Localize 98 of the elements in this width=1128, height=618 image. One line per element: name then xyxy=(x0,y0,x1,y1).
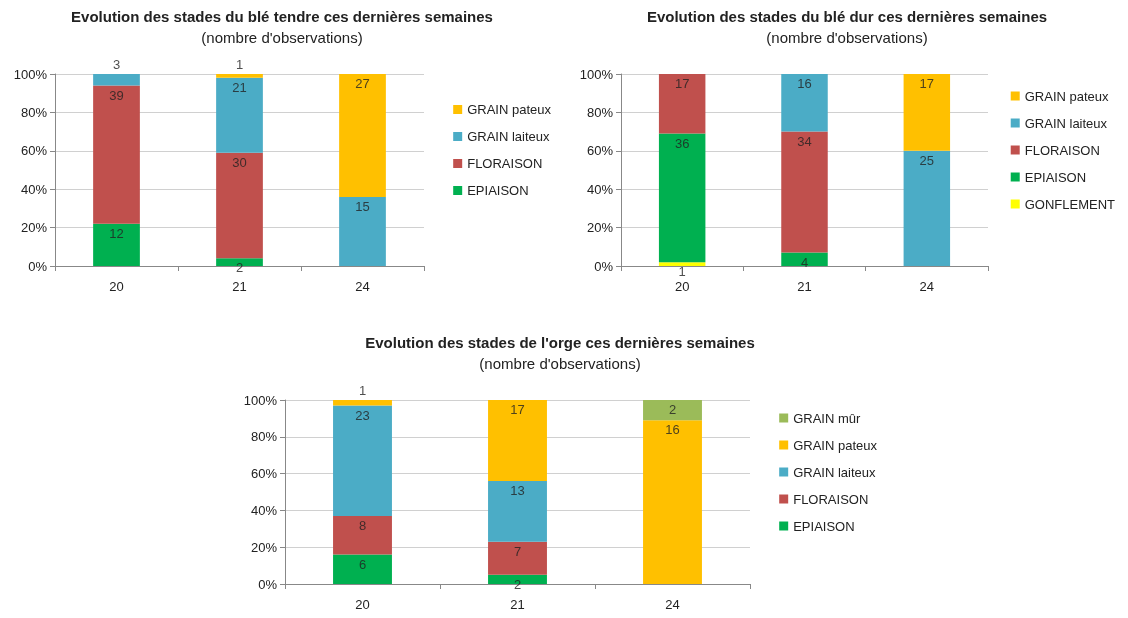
legend-label: FLORAISON xyxy=(1024,142,1100,158)
annotation: 2 xyxy=(513,576,522,592)
legend-label: FLORAISON xyxy=(467,156,543,171)
annotation: 12 xyxy=(109,225,124,241)
bar xyxy=(643,420,702,584)
legend-label: GRAIN pateux xyxy=(467,102,552,117)
annotation: 1 xyxy=(358,383,367,398)
x-tick-label: 20 xyxy=(355,597,370,612)
y-tick-label: 40% xyxy=(586,181,614,197)
chart-title: Evolution des stades du blé tendre ces dernières semaines xyxy=(71,8,493,25)
annotation: 2 xyxy=(668,402,677,417)
legend-label: GRAIN pateux xyxy=(793,437,878,453)
y-tick-label: 80% xyxy=(20,104,48,120)
x-tick-label: 20 xyxy=(109,279,124,294)
y-tick-label: 80% xyxy=(586,104,614,120)
bar xyxy=(658,262,706,266)
bar xyxy=(903,150,951,266)
annotation: 21 xyxy=(232,79,247,95)
annotation: 17 xyxy=(674,76,690,91)
chart-subtitle: (nombre d'observations) xyxy=(766,29,928,46)
x-tick-label: 21 xyxy=(510,597,525,612)
y-tick-label: 20% xyxy=(20,220,48,236)
chart-subtitle: (nombre d'observations) xyxy=(201,29,363,46)
y-tick-label: 100% xyxy=(243,392,278,408)
y-tick-label: 100% xyxy=(13,66,48,82)
bar xyxy=(488,400,547,481)
bar xyxy=(488,541,547,575)
y-tick-label: 100% xyxy=(579,66,614,82)
annotation: 30 xyxy=(232,154,247,170)
annotation: 1 xyxy=(678,264,686,280)
annotation: 6 xyxy=(358,556,367,572)
bar xyxy=(339,74,386,197)
y-tick-label: 0% xyxy=(258,576,278,592)
y-tick-label: 0% xyxy=(594,258,614,274)
annotation: 34 xyxy=(797,133,812,149)
legend-label: GRAIN laiteux xyxy=(1024,115,1108,131)
bar xyxy=(93,74,140,86)
annotation: 27 xyxy=(355,76,370,91)
y-tick-label: 60% xyxy=(586,143,614,159)
legend-label: EPIAISON xyxy=(793,518,855,534)
bar xyxy=(333,515,392,555)
y-tick-label: 60% xyxy=(250,466,278,482)
bar xyxy=(488,480,547,542)
bar xyxy=(93,85,140,224)
y-tick-label: 20% xyxy=(586,220,614,236)
annotation: 16 xyxy=(665,422,680,438)
x-tick-label: 20 xyxy=(674,279,690,294)
x-tick-label: 21 xyxy=(232,279,247,294)
x-tick-label: 24 xyxy=(919,279,935,294)
annotation: 17 xyxy=(919,76,935,91)
y-tick-label: 20% xyxy=(250,539,278,555)
annotation: 39 xyxy=(109,87,124,103)
bar xyxy=(903,74,951,151)
chart-subtitle: (nombre d'observations) xyxy=(479,355,641,372)
legend-label: GRAIN laiteux xyxy=(467,129,551,144)
bar xyxy=(333,405,392,516)
y-tick-label: 80% xyxy=(250,429,278,445)
bar xyxy=(216,77,263,153)
legend-label: GONFLEMENT xyxy=(1024,196,1116,212)
annotation: 4 xyxy=(800,254,809,270)
y-tick-label: 40% xyxy=(20,181,48,197)
annotation: 3 xyxy=(112,57,121,72)
x-tick-label: 24 xyxy=(355,279,370,294)
legend-label: EPIAISON xyxy=(467,183,529,198)
legend-label: GRAIN pateux xyxy=(1024,88,1110,104)
annotation: 13 xyxy=(510,482,525,498)
annotation: 7 xyxy=(513,543,522,559)
chart-title: Evolution des stades de l'orge ces dernières semaines xyxy=(365,334,755,351)
legend-label: GRAIN laiteux xyxy=(793,464,877,480)
bar xyxy=(339,196,386,266)
y-tick-label: 40% xyxy=(250,502,278,518)
chart-title: Evolution des stades du blé dur ces dernières semaines xyxy=(646,8,1048,25)
bar xyxy=(333,554,392,584)
x-tick-label: 21 xyxy=(797,279,812,294)
legend-label: GRAIN mûr xyxy=(793,410,862,426)
bar xyxy=(93,223,140,266)
bar xyxy=(781,131,828,253)
bar xyxy=(658,133,706,263)
annotation: 36 xyxy=(674,135,690,151)
bar xyxy=(643,400,702,421)
bar xyxy=(216,152,263,259)
y-tick-label: 60% xyxy=(20,143,48,159)
bar xyxy=(216,74,263,78)
annotation: 8 xyxy=(358,517,367,533)
annotation: 23 xyxy=(355,407,370,423)
legend-label: EPIAISON xyxy=(1024,169,1087,185)
legend-label: FLORAISON xyxy=(793,491,869,507)
y-tick-label: 0% xyxy=(28,258,48,274)
annotation: 17 xyxy=(510,402,525,417)
bar xyxy=(781,74,828,132)
annotation: 25 xyxy=(919,152,935,168)
x-tick-label: 24 xyxy=(665,597,680,612)
bar xyxy=(658,74,706,134)
annotation: 1 xyxy=(235,57,244,72)
bar xyxy=(333,400,392,406)
bar xyxy=(781,252,828,266)
annotation: 15 xyxy=(355,198,370,214)
annotation: 16 xyxy=(797,76,812,91)
